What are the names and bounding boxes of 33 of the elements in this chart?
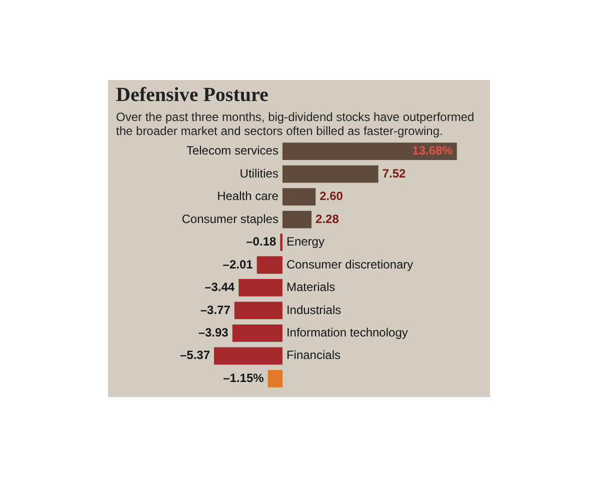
y-tick-label: Materials <box>286 280 336 294</box>
bar <box>232 324 282 342</box>
data-label: 2.28 <box>316 212 340 226</box>
bar <box>234 302 282 320</box>
data-label: 7.52 <box>382 166 406 180</box>
data-label: –0.18 <box>246 234 276 249</box>
y-tick-label: Telecom services <box>186 144 278 158</box>
data-label: –2.01 <box>222 257 254 272</box>
y-tick-label: Health care <box>217 189 279 204</box>
bar <box>214 347 282 365</box>
y-tick-label: Consumer discretionary <box>286 257 414 272</box>
y-tick-label: Information technology <box>286 325 408 340</box>
data-label: –3.77 <box>200 302 231 317</box>
bar <box>282 165 378 183</box>
bar <box>282 210 312 228</box>
y-tick-label: Financials <box>286 348 340 362</box>
chart-subtitle: Over the past three months, big-dividend stocks have outperformed the broader market and sectors often billed as faster-growing. <box>116 110 476 138</box>
data-label: –1.15% <box>223 370 264 385</box>
bar <box>268 370 282 388</box>
y-tick-label: Consumer staples <box>182 212 278 226</box>
bar <box>238 279 282 296</box>
data-label: –3.93 <box>198 325 229 340</box>
data-label: –5.37 <box>180 348 210 362</box>
data-label: 2.60 <box>320 189 344 204</box>
y-tick-label: Industrials <box>286 302 342 317</box>
data-label: 13.68% <box>412 144 454 158</box>
bar <box>282 142 457 160</box>
bar <box>256 256 282 274</box>
data-label: –3.44 <box>204 280 235 294</box>
y-tick-label: Utilities <box>240 166 278 180</box>
y-tick-label: Energy <box>286 234 324 249</box>
chart-title: Defensive Posture <box>116 84 268 107</box>
bar <box>282 188 316 206</box>
